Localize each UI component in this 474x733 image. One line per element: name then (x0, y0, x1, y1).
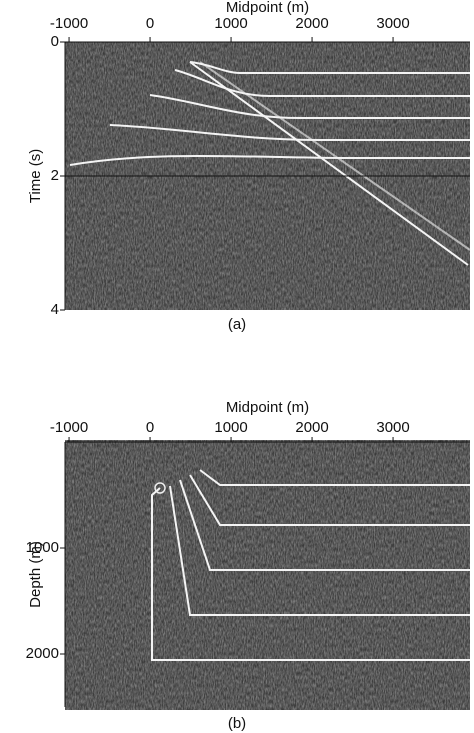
y-tick-label: 4 (51, 301, 59, 318)
x-tick-label: -1000 (50, 419, 88, 436)
caption: (b) (228, 715, 246, 732)
y-axis-label: Time (s) (27, 149, 44, 203)
x-tick-label: 2000 (295, 419, 328, 436)
y-axis-label: Depth (m) (27, 541, 44, 608)
x-axis-label: Midpoint (m) (226, 399, 309, 416)
y-tick-label: 1000 (26, 539, 59, 556)
x-tick-label: -1000 (50, 15, 88, 32)
seismic-image-b (65, 440, 470, 710)
x-tick-label: 3000 (376, 419, 409, 436)
x-tick-label: 1000 (214, 419, 247, 436)
caption: (a) (228, 316, 246, 333)
x-tick-label: 1000 (214, 15, 247, 32)
x-axis-label: Midpoint (m) (226, 0, 309, 16)
x-tick-label: 0 (146, 419, 154, 436)
x-tick-label: 0 (146, 15, 154, 32)
y-tick-label: 2000 (26, 645, 59, 662)
x-tick-label: 2000 (295, 15, 328, 32)
x-tick-label: 3000 (376, 15, 409, 32)
seismic-image-a (65, 42, 471, 310)
y-tick-label: 0 (51, 33, 59, 50)
y-tick-label: 2 (51, 167, 59, 184)
